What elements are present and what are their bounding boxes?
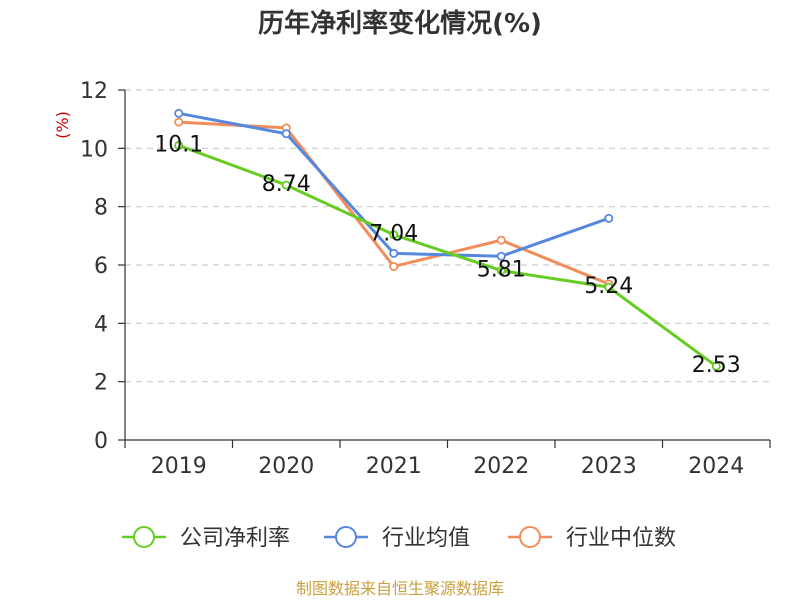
data-point — [281, 129, 291, 139]
axes: 0 2 4 6 8 10 12 2019 2020 2021 2022 2023 2024 — [80, 79, 771, 479]
data-point — [174, 140, 184, 150]
data-labels: 10.1 8.74 7.04 5.81 5.24 2.53 — [154, 132, 740, 378]
y-tick-label: 4 — [94, 312, 108, 337]
series-line — [178, 144, 718, 368]
data-label: 2.53 — [692, 353, 741, 378]
x-tick-label: 2019 — [151, 454, 207, 479]
legend: 公司净利率 行业均值 行业中位数 — [122, 526, 676, 551]
data-point — [281, 180, 291, 190]
data-point — [496, 251, 506, 261]
series-lines — [174, 108, 721, 371]
data-label: 10.1 — [154, 132, 203, 157]
legend-marker — [335, 526, 357, 548]
data-point — [389, 261, 399, 271]
legend-label: 行业均值 — [382, 526, 470, 551]
source-note: 制图数据来自恒生聚源数据库 — [296, 579, 504, 598]
chart-title: 历年净利率变化情况(%) — [258, 8, 542, 39]
data-point — [711, 361, 721, 371]
legend-label: 行业中位数 — [566, 526, 676, 551]
y-tick-label: 0 — [94, 429, 108, 454]
x-tick-label: 2021 — [366, 454, 422, 479]
y-axis-unit-label: (%) — [53, 111, 72, 139]
y-tick-label: 6 — [94, 254, 108, 279]
x-tick-label: 2022 — [473, 454, 529, 479]
y-tick-label: 10 — [80, 137, 108, 162]
data-point — [496, 266, 506, 276]
data-point — [174, 117, 184, 127]
data-point — [389, 248, 399, 258]
y-tick-label: 2 — [94, 371, 108, 396]
x-tick-label: 2023 — [581, 454, 637, 479]
data-label: 8.74 — [262, 172, 311, 197]
data-label: 7.04 — [369, 222, 418, 247]
data-label: 5.81 — [477, 258, 526, 283]
y-tick-label: 12 — [80, 79, 108, 104]
y-tick-label: 8 — [94, 196, 108, 221]
legend-marker — [519, 526, 541, 548]
grid-lines — [125, 89, 770, 383]
data-label: 5.24 — [584, 274, 633, 299]
x-tick-label: 2020 — [258, 454, 314, 479]
legend-marker — [133, 526, 155, 548]
legend-label: 公司净利率 — [180, 526, 290, 551]
data-point — [174, 108, 184, 118]
data-point — [604, 282, 614, 292]
data-point — [496, 235, 506, 245]
x-tick-label: 2024 — [688, 454, 744, 479]
series-line — [178, 120, 610, 286]
data-point — [604, 213, 614, 223]
data-point — [389, 230, 399, 240]
